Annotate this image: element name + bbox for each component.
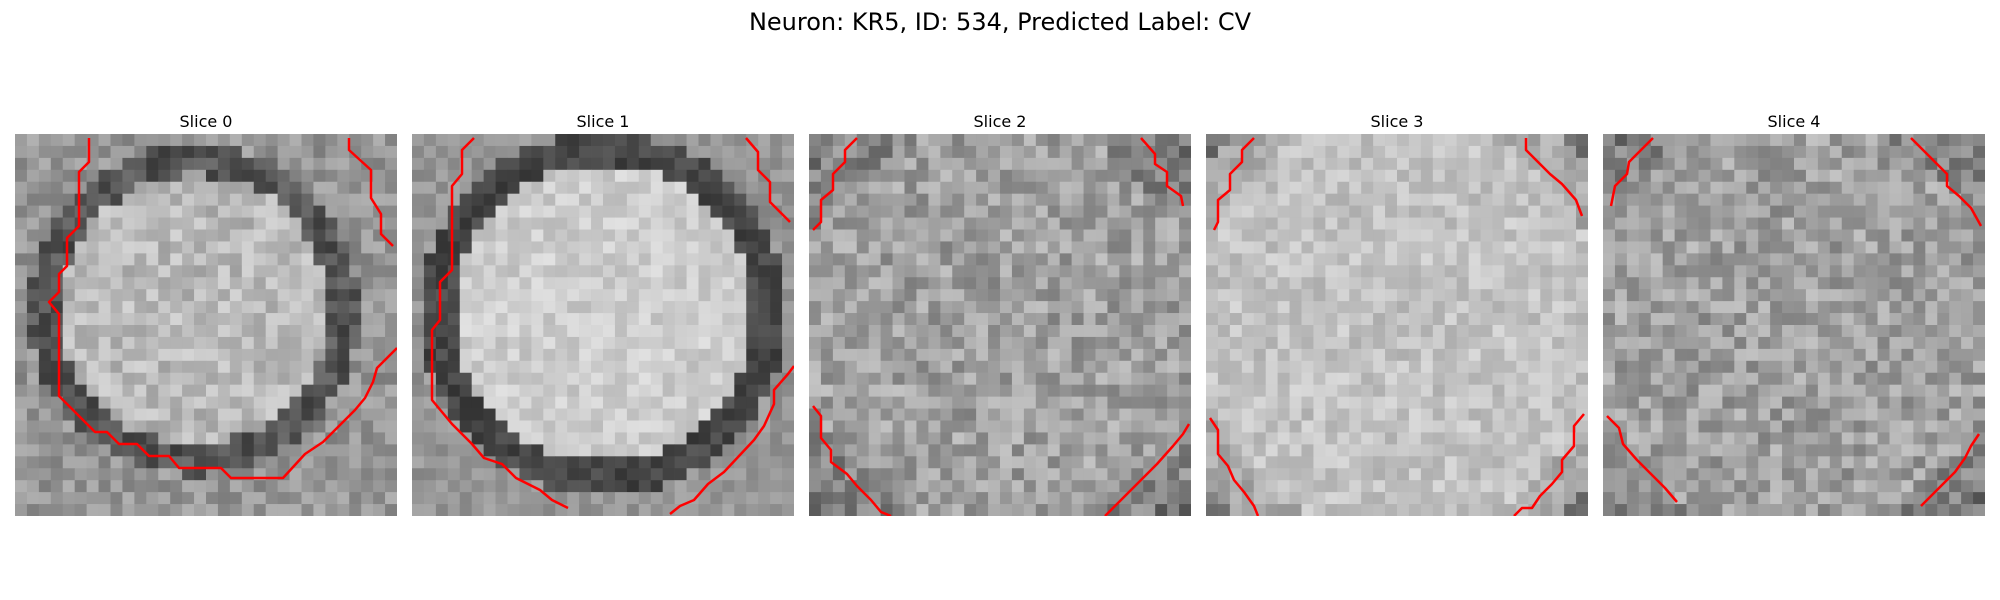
- contour-line: [745, 137, 791, 223]
- slice-panel-3: Slice 3: [1206, 110, 1588, 516]
- slice-panel-2: Slice 2: [809, 110, 1191, 516]
- contour-line: [1212, 137, 1255, 231]
- contour-line: [47, 138, 397, 480]
- slice-title: Slice 1: [576, 112, 630, 131]
- contour-line: [1208, 417, 1260, 516]
- contour-line: [1910, 137, 1983, 227]
- slice-image: [15, 134, 397, 516]
- slice-image: [1603, 134, 1985, 516]
- contour-line: [1513, 413, 1585, 516]
- slice-title: Slice 0: [179, 112, 233, 131]
- contour-line: [1920, 433, 1981, 507]
- slice-panel-0: Slice 0: [15, 110, 397, 516]
- figure-title: Neuron: KR5, ID: 534, Predicted Label: C…: [748, 8, 1252, 36]
- contour-line: [1609, 137, 1654, 207]
- slice-image: [1206, 134, 1588, 516]
- slice-image: [412, 134, 794, 516]
- contour-line: [1524, 138, 1584, 217]
- slice-panel-1: Slice 1: [412, 110, 794, 516]
- contour-line: [812, 137, 858, 231]
- contour-line: [1140, 137, 1185, 207]
- contour-line: [1606, 415, 1678, 503]
- slice-panel-4: Slice 4: [1603, 110, 1985, 516]
- slice-image: [809, 134, 1191, 516]
- contour-line: [669, 365, 794, 515]
- contour-line: [1104, 423, 1191, 516]
- slice-title: Slice 3: [1370, 112, 1424, 131]
- contour-line: [347, 138, 394, 247]
- contour-line: [430, 137, 569, 510]
- contour-line: [812, 405, 892, 516]
- slice-title: Slice 4: [1767, 112, 1821, 131]
- slice-title: Slice 2: [973, 112, 1027, 131]
